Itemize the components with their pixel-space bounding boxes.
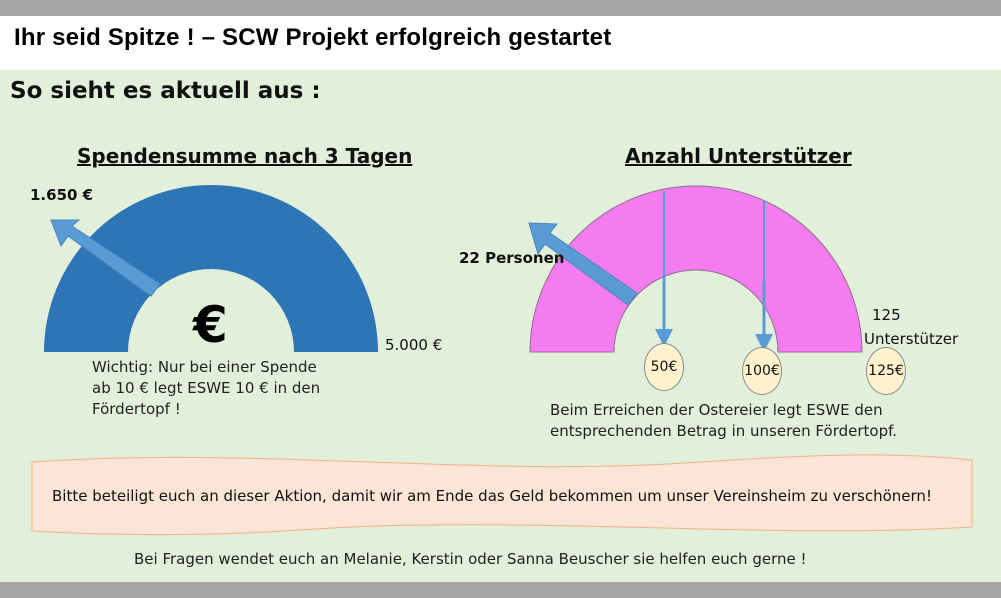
banner-text: Bitte beteiligt euch an dieser Aktion, d… bbox=[52, 487, 932, 505]
euro-symbol: € bbox=[193, 296, 228, 354]
supporters-note-line-1: Beim Erreichen der Ostereier legt ESWE d… bbox=[550, 401, 883, 419]
supporters-gauge-heading: Anzahl Unterstützer bbox=[625, 144, 852, 168]
donation-current-label: 1.650 € bbox=[30, 186, 94, 204]
donation-pointer-arrow bbox=[50, 219, 161, 297]
donation-note-line-1: Wichtig: Nur bei einer Spende bbox=[92, 358, 317, 376]
milestone-egg-50: 50€ bbox=[644, 343, 684, 391]
call-to-action-banner bbox=[31, 454, 973, 536]
bottom-frame-bar bbox=[0, 582, 1001, 598]
supporters-pointer-arrow bbox=[528, 222, 638, 306]
supporters-max-unit: Unterstützer bbox=[864, 330, 959, 348]
supporters-current-label: 22 Personen bbox=[459, 249, 565, 267]
contact-footer: Bei Fragen wendet euch an Melanie, Kerst… bbox=[134, 550, 807, 568]
supporters-note-line-2: entsprechenden Betrag in unseren Fördert… bbox=[550, 422, 898, 440]
donation-gauge-heading: Spendensumme nach 3 Tagen bbox=[77, 144, 413, 168]
donation-note-line-2: ab 10 € legt ESWE 10 € in den bbox=[92, 379, 321, 397]
milestone-egg-100: 100€ bbox=[742, 347, 782, 395]
supporters-max-number: 125 bbox=[872, 306, 901, 324]
donation-note: Wichtig: Nur bei einer Spende ab 10 € le… bbox=[92, 357, 320, 420]
donation-gauge-arc bbox=[44, 185, 378, 352]
top-frame-bar bbox=[0, 0, 1001, 16]
donation-max-label: 5.000 € bbox=[385, 336, 443, 354]
title-band bbox=[0, 16, 1001, 70]
page-title: Ihr seid Spitze ! – SCW Projekt erfolgre… bbox=[14, 24, 612, 51]
donation-note-line-3: Fördertopf ! bbox=[92, 400, 181, 418]
milestone-egg-125: 125€ bbox=[866, 347, 906, 395]
supporters-note: Beim Erreichen der Ostereier legt ESWE d… bbox=[550, 400, 897, 442]
page-subtitle: So sieht es aktuell aus : bbox=[10, 78, 321, 104]
